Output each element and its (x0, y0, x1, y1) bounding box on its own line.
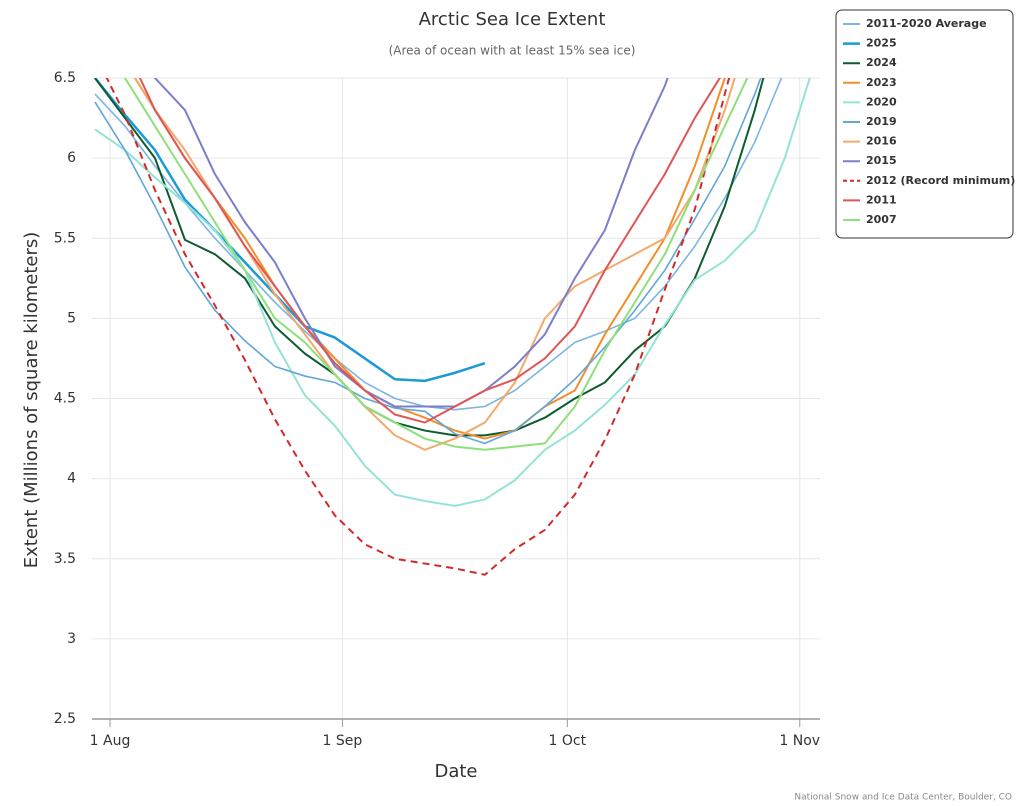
series-line (94, 78, 486, 383)
y-tick-label: 4.5 (54, 391, 76, 407)
legend-label: 2007 (866, 213, 897, 226)
y-tick-label: 6.5 (54, 70, 76, 86)
legend-label: 2020 (866, 95, 897, 108)
y-axis-label: Extent (Millions of square kilometers) (21, 232, 42, 569)
x-tick-label: 1 Sep (323, 733, 363, 749)
y-tick-label: 6 (67, 150, 76, 166)
legend-label: 2016 (866, 135, 897, 148)
x-tick-label: 1 Nov (779, 733, 820, 749)
series-line (133, 78, 736, 451)
x-axis-label: Date (434, 761, 477, 782)
legend-label: 2024 (866, 56, 897, 69)
series-line (94, 78, 762, 445)
x-tick-label: 1 Oct (549, 733, 587, 749)
y-tick-label: 5 (67, 310, 76, 326)
y-tick-label: 2.5 (54, 711, 76, 727)
y-tick-label: 3 (67, 631, 76, 647)
series-line (94, 78, 783, 411)
legend-label: 2012 (Record minimum) (866, 174, 1015, 187)
series-line (138, 78, 721, 424)
y-tick-label: 4 (67, 471, 76, 487)
y-tick-label: 5.5 (54, 230, 76, 246)
legend-label: 2019 (866, 115, 897, 128)
y-tick-label: 3.5 (54, 551, 76, 567)
chart-title: Arctic Sea Ice Extent (419, 9, 606, 30)
chart-subtitle: (Area of ocean with at least 15% sea ice… (389, 44, 636, 58)
series-line (94, 78, 811, 507)
legend-label: 2025 (866, 37, 897, 50)
credit: National Snow and Ice Data Center, Bould… (794, 793, 1012, 803)
x-tick-label: 1 Aug (90, 733, 131, 749)
legend-label: 2023 (866, 76, 897, 89)
series-line (123, 78, 749, 451)
legend-label: 2011 (866, 193, 897, 206)
legend-label: 2011-2020 Average (866, 17, 987, 30)
legend-label: 2015 (866, 154, 897, 167)
series-line (105, 78, 731, 576)
series-line (133, 78, 726, 440)
series-line (153, 78, 669, 408)
legend-box (835, 9, 1014, 239)
